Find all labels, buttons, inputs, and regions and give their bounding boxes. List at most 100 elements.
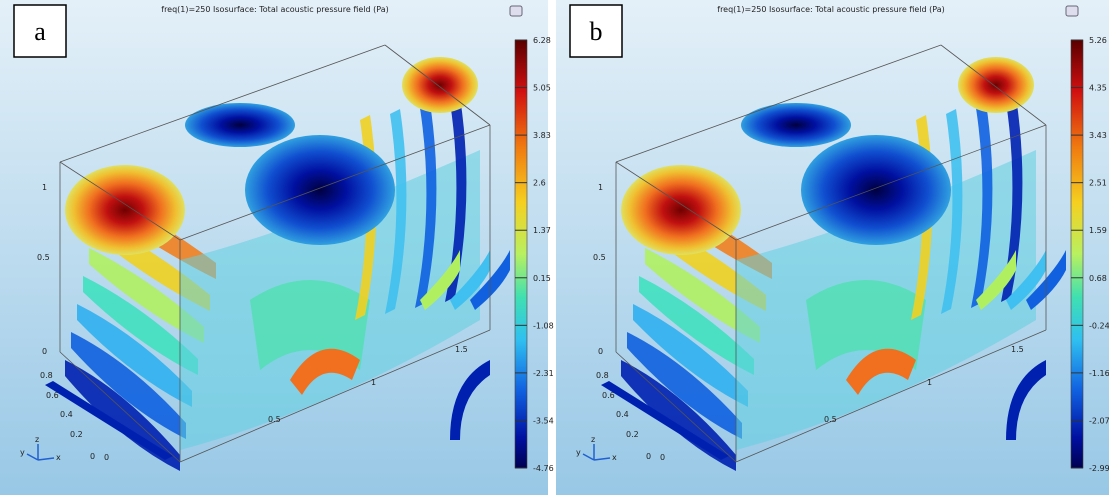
y-tick-label: 0.8 <box>596 371 609 380</box>
isosurface-band <box>1001 97 1023 302</box>
isosurface-band <box>806 280 926 370</box>
isosurface-band <box>445 97 467 302</box>
colorbar-tick-label: -2.99 <box>1089 464 1109 473</box>
pressure-minimum <box>185 103 295 147</box>
triad-axis <box>593 457 611 461</box>
plot-title: freq(1)=250 Isosurface: Total acoustic p… <box>717 5 944 14</box>
isosurface-band <box>45 381 173 460</box>
isosurface-band <box>639 276 754 375</box>
y-tick-label: 0.4 <box>616 410 629 419</box>
colorbar-tick-label: 4.35 <box>1089 84 1107 93</box>
expand-button <box>1065 5 1079 17</box>
colorbar <box>514 39 528 469</box>
bounding-box-edge <box>735 124 1047 241</box>
isosurface-band <box>633 304 748 407</box>
colorbar-tick-label: 3.83 <box>533 131 551 140</box>
x-tick-label: 0 <box>104 453 109 462</box>
bounding-box-edge <box>179 329 491 463</box>
panel-label-box <box>13 4 67 58</box>
colorbar-tick-label: 3.43 <box>1089 131 1107 140</box>
pressure-minimum <box>741 103 851 147</box>
colorbar-tick-label: 6.28 <box>533 36 551 45</box>
isosurface-band <box>941 109 963 314</box>
bounding-box-edge <box>615 351 737 463</box>
triad-axis <box>582 453 595 461</box>
colorbar-tick-label: -1.16 <box>1089 369 1109 378</box>
bounding-box-edge <box>940 44 1047 126</box>
colorbar-tick-label: 2.51 <box>1089 179 1107 188</box>
colorbar-tick-label: -2.31 <box>533 369 554 378</box>
x-tick-label: 1 <box>927 378 932 387</box>
colorbar-tick-label: 1.37 <box>533 226 551 235</box>
bounding-box-edge <box>59 161 181 241</box>
panel: b freq(1)=250 Isosurface: Total acoustic … <box>556 0 1109 495</box>
isosurface-band <box>71 332 186 439</box>
isosurface-band <box>290 348 360 395</box>
isosurface-band <box>1006 360 1046 440</box>
colorbar-tick-label: 5.05 <box>533 84 551 93</box>
isosurface-band <box>627 332 742 439</box>
y-tick-label: 0.6 <box>46 391 59 400</box>
isosurface-band <box>971 103 993 308</box>
panel: a freq(1)=250 Isosurface: Total acoustic … <box>0 0 554 495</box>
pressure-maximum <box>958 57 1034 113</box>
x-tick-label: 0 <box>660 453 665 462</box>
expand-button <box>509 5 523 17</box>
colorbar-tick-label: 0.15 <box>533 274 551 283</box>
panel-label-box <box>569 4 623 58</box>
isosurface-band <box>450 360 490 440</box>
colorbar-tick-label: 5.26 <box>1089 36 1107 45</box>
x-tick-label: 1.5 <box>1011 345 1024 354</box>
isosurface-band <box>450 250 490 310</box>
colorbar-tick-label: 0.68 <box>1089 274 1107 283</box>
isosurface-band <box>83 276 198 375</box>
triad-axis <box>26 453 39 461</box>
bounding-box-edge <box>59 44 386 163</box>
bounding-box-edge <box>735 329 1047 463</box>
colorbar-tick-label: 1.59 <box>1089 226 1107 235</box>
colorbar-tick-label: 2.6 <box>533 179 546 188</box>
isosurface-band <box>645 248 760 343</box>
isosurface-band <box>415 103 437 308</box>
z-tick-label: 0 <box>598 347 603 356</box>
y-tick-label: 0.8 <box>40 371 53 380</box>
triad-label: y <box>576 448 581 457</box>
colorbar-tick-label: -1.08 <box>533 321 554 330</box>
pressure-maximum <box>621 165 741 255</box>
triad-label: x <box>56 453 61 462</box>
colorbar-tick-label: -4.76 <box>533 464 554 473</box>
isosurface-band <box>601 381 729 460</box>
x-tick-label: 0.5 <box>268 415 281 424</box>
y-tick-label: 0.2 <box>626 430 639 439</box>
plot-title: freq(1)=250 Isosurface: Total acoustic p… <box>161 5 388 14</box>
bounding-box-edge <box>59 351 181 463</box>
colorbar-tick-label: -3.54 <box>533 416 554 425</box>
x-tick-label: 1 <box>371 378 376 387</box>
z-tick-label: 0.5 <box>37 253 50 262</box>
pressure-maximum <box>65 165 185 255</box>
colorbar-tick-label: -0.24 <box>1089 321 1109 330</box>
pressure-minimum <box>245 135 395 245</box>
colorbar-tick-label: -2.07 <box>1089 416 1109 425</box>
panel-label: a <box>34 17 46 46</box>
z-tick-label: 1 <box>598 183 603 192</box>
z-tick-label: 0 <box>42 347 47 356</box>
isosurface-band <box>976 250 1016 310</box>
isosurface-band <box>1006 250 1046 310</box>
y-tick-label: 0.2 <box>70 430 83 439</box>
triad-label: z <box>35 435 39 444</box>
isosurface-band <box>846 348 916 395</box>
z-tick-label: 1 <box>42 183 47 192</box>
bounding-box-edge <box>615 44 942 163</box>
isosurface-band <box>77 304 192 407</box>
bounding-box-edge <box>615 161 737 241</box>
y-tick-label: 0 <box>90 452 95 461</box>
pressure-minimum <box>801 135 951 245</box>
bounding-box-edge <box>384 44 491 126</box>
triad-axis <box>37 457 55 461</box>
z-tick-label: 0.5 <box>593 253 606 262</box>
triad-label: z <box>591 435 595 444</box>
triad-label: x <box>612 453 617 462</box>
pressure-maximum <box>402 57 478 113</box>
